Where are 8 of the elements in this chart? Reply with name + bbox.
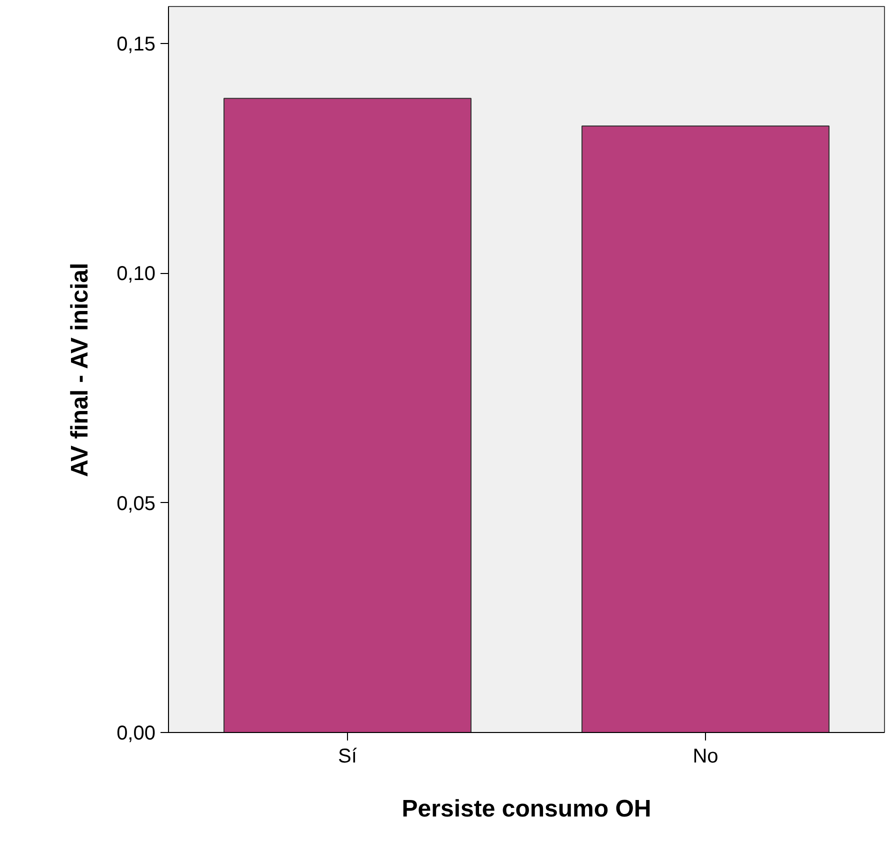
x-tick-label: No xyxy=(692,746,718,768)
y-axis-title: AV final - AV inicial xyxy=(66,262,94,478)
x-tick-label: Sí xyxy=(338,746,358,768)
y-tick-label: 0,05 xyxy=(116,492,156,515)
y-tick-label: 0,00 xyxy=(116,722,156,744)
y-tick-label: 0,10 xyxy=(116,263,156,286)
x-axis-title: Persiste consumo OH xyxy=(402,796,652,822)
y-tick-label: 0,15 xyxy=(116,33,156,56)
